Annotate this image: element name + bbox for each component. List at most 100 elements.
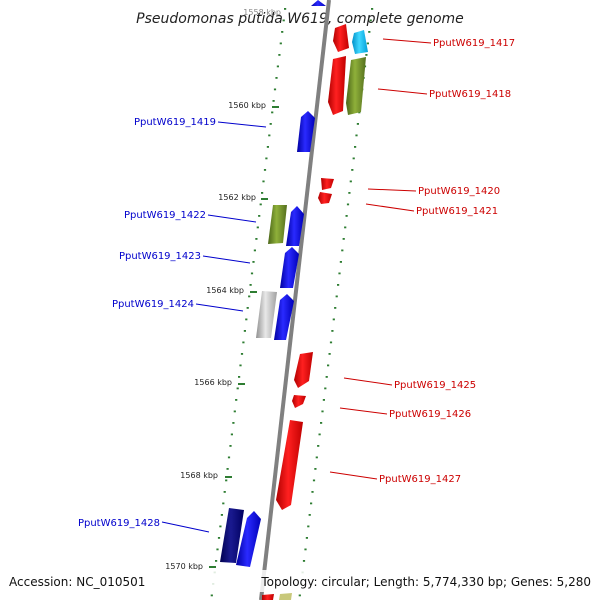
- tick-dot: [235, 399, 238, 401]
- gene-arrow[interactable]: [279, 593, 292, 600]
- tick-dot: [332, 318, 335, 321]
- tick-dot: [256, 226, 259, 229]
- ruler-label: 1564 kbp: [206, 286, 244, 295]
- gene-arrow[interactable]: [318, 192, 332, 204]
- tick-dot: [369, 19, 372, 22]
- tick-dot: [311, 491, 314, 493]
- gene-label[interactable]: PputW619_1422: [124, 210, 206, 221]
- tick-dot: [339, 261, 342, 263]
- tick-dot: [331, 330, 334, 332]
- tick-dot: [358, 111, 361, 114]
- tick-dot: [349, 180, 352, 183]
- tick-dot: [273, 88, 277, 91]
- ruler: 1560 kbp 1562 kbp 1564 kbp 1566 kbp 1568…: [165, 101, 279, 571]
- gene-arrow[interactable]: [311, 0, 326, 6]
- ruler-label: 1560 kbp: [228, 101, 266, 110]
- tick-dot: [232, 422, 235, 424]
- tick-dot: [246, 307, 249, 309]
- tick-dot: [230, 433, 233, 436]
- tick-dot: [243, 330, 246, 332]
- gene-label[interactable]: PputW619_1418: [429, 89, 511, 100]
- tick-dot: [335, 295, 338, 298]
- gene-arrow[interactable]: [276, 420, 303, 510]
- gene-arrow[interactable]: [236, 511, 261, 567]
- tick-dot: [346, 203, 350, 206]
- gene-label[interactable]: PputW619_1419: [134, 117, 216, 128]
- tick-dot: [284, 8, 287, 10]
- gene-label[interactable]: PputW619_1428: [78, 518, 160, 529]
- gene-label[interactable]: PputW619_1421: [416, 206, 498, 217]
- gene-arrow[interactable]: [280, 247, 299, 288]
- gene-label[interactable]: PputW619_1424: [112, 299, 194, 310]
- tick-dot: [351, 169, 354, 171]
- gene-arrow[interactable]: [286, 206, 304, 246]
- gene-label[interactable]: PputW619_1427: [379, 474, 461, 485]
- tick-dot: [249, 284, 252, 286]
- tick-dot: [324, 387, 327, 390]
- gene-arrow[interactable]: [352, 30, 368, 54]
- gene-label[interactable]: PputW619_1417: [433, 38, 515, 49]
- map-title: Pseudomonas putida W619, complete genome: [136, 11, 464, 27]
- leader-line: [195, 303, 244, 312]
- tick-dot: [317, 445, 320, 447]
- tick-dot: [216, 548, 219, 551]
- gene-label[interactable]: PputW619_1423: [119, 251, 201, 262]
- ruler-label: 1570 kbp: [165, 562, 203, 571]
- tick-dot: [352, 157, 355, 160]
- tick-dot: [305, 537, 308, 539]
- gene-arrow[interactable]: [333, 24, 349, 52]
- tick-dot: [325, 376, 328, 378]
- tick-dot: [258, 215, 261, 217]
- accession-text: Accession: NC_010501: [9, 575, 145, 589]
- tick-dot: [342, 238, 345, 240]
- tick-dots: [210, 8, 374, 597]
- tick-dot: [252, 261, 255, 263]
- leader-line: [365, 203, 415, 212]
- tick-dot: [233, 410, 236, 413]
- gene-arrow[interactable]: [294, 352, 313, 388]
- tick-dot: [328, 353, 331, 355]
- tick-dot: [314, 468, 317, 470]
- gene-arrow[interactable]: [297, 111, 315, 152]
- tick-dot: [329, 341, 333, 344]
- tick-dot: [308, 514, 311, 516]
- leader-line: [207, 214, 257, 223]
- minus-strand-genes: [220, 0, 326, 567]
- gene-arrow[interactable]: [328, 56, 346, 115]
- tick-dot: [229, 445, 232, 447]
- gene-label[interactable]: PputW619_1426: [389, 409, 471, 420]
- tick-dot: [210, 594, 213, 597]
- tick-dot: [312, 479, 316, 482]
- gene-label[interactable]: PputW619_1420: [418, 186, 500, 197]
- footer-background: [0, 570, 600, 592]
- leader-line: [329, 471, 378, 480]
- tick-dot: [275, 77, 278, 79]
- gene-arrow[interactable]: [274, 294, 294, 340]
- tick-dot: [222, 502, 225, 505]
- tick-dot: [259, 203, 262, 206]
- gene-arrow[interactable]: [292, 395, 306, 408]
- tick-dot: [321, 410, 324, 413]
- tick-dot: [266, 146, 269, 148]
- tick-dot: [344, 226, 347, 229]
- gene-arrow[interactable]: [268, 205, 287, 244]
- leader-line: [217, 121, 267, 128]
- tick-dot: [219, 525, 222, 528]
- tick-dot: [334, 307, 337, 309]
- gene-label[interactable]: PputW619_1425: [394, 380, 476, 391]
- tick-dot: [220, 514, 223, 516]
- ruler-label: 1568 kbp: [180, 471, 218, 480]
- gene-arrow[interactable]: [346, 57, 366, 115]
- gene-arrow[interactable]: [220, 508, 244, 563]
- gene-arrow[interactable]: [262, 594, 274, 600]
- tick-dot: [318, 433, 321, 436]
- gene-arrow[interactable]: [321, 178, 334, 190]
- tick-dot: [217, 537, 221, 539]
- tick-dot: [248, 295, 251, 298]
- tick-dot: [322, 399, 325, 401]
- gene-arrow[interactable]: [256, 291, 277, 338]
- tick-dot: [281, 31, 284, 33]
- tick-dot: [255, 238, 258, 240]
- leader-line: [202, 255, 251, 264]
- tick-dot: [356, 123, 359, 125]
